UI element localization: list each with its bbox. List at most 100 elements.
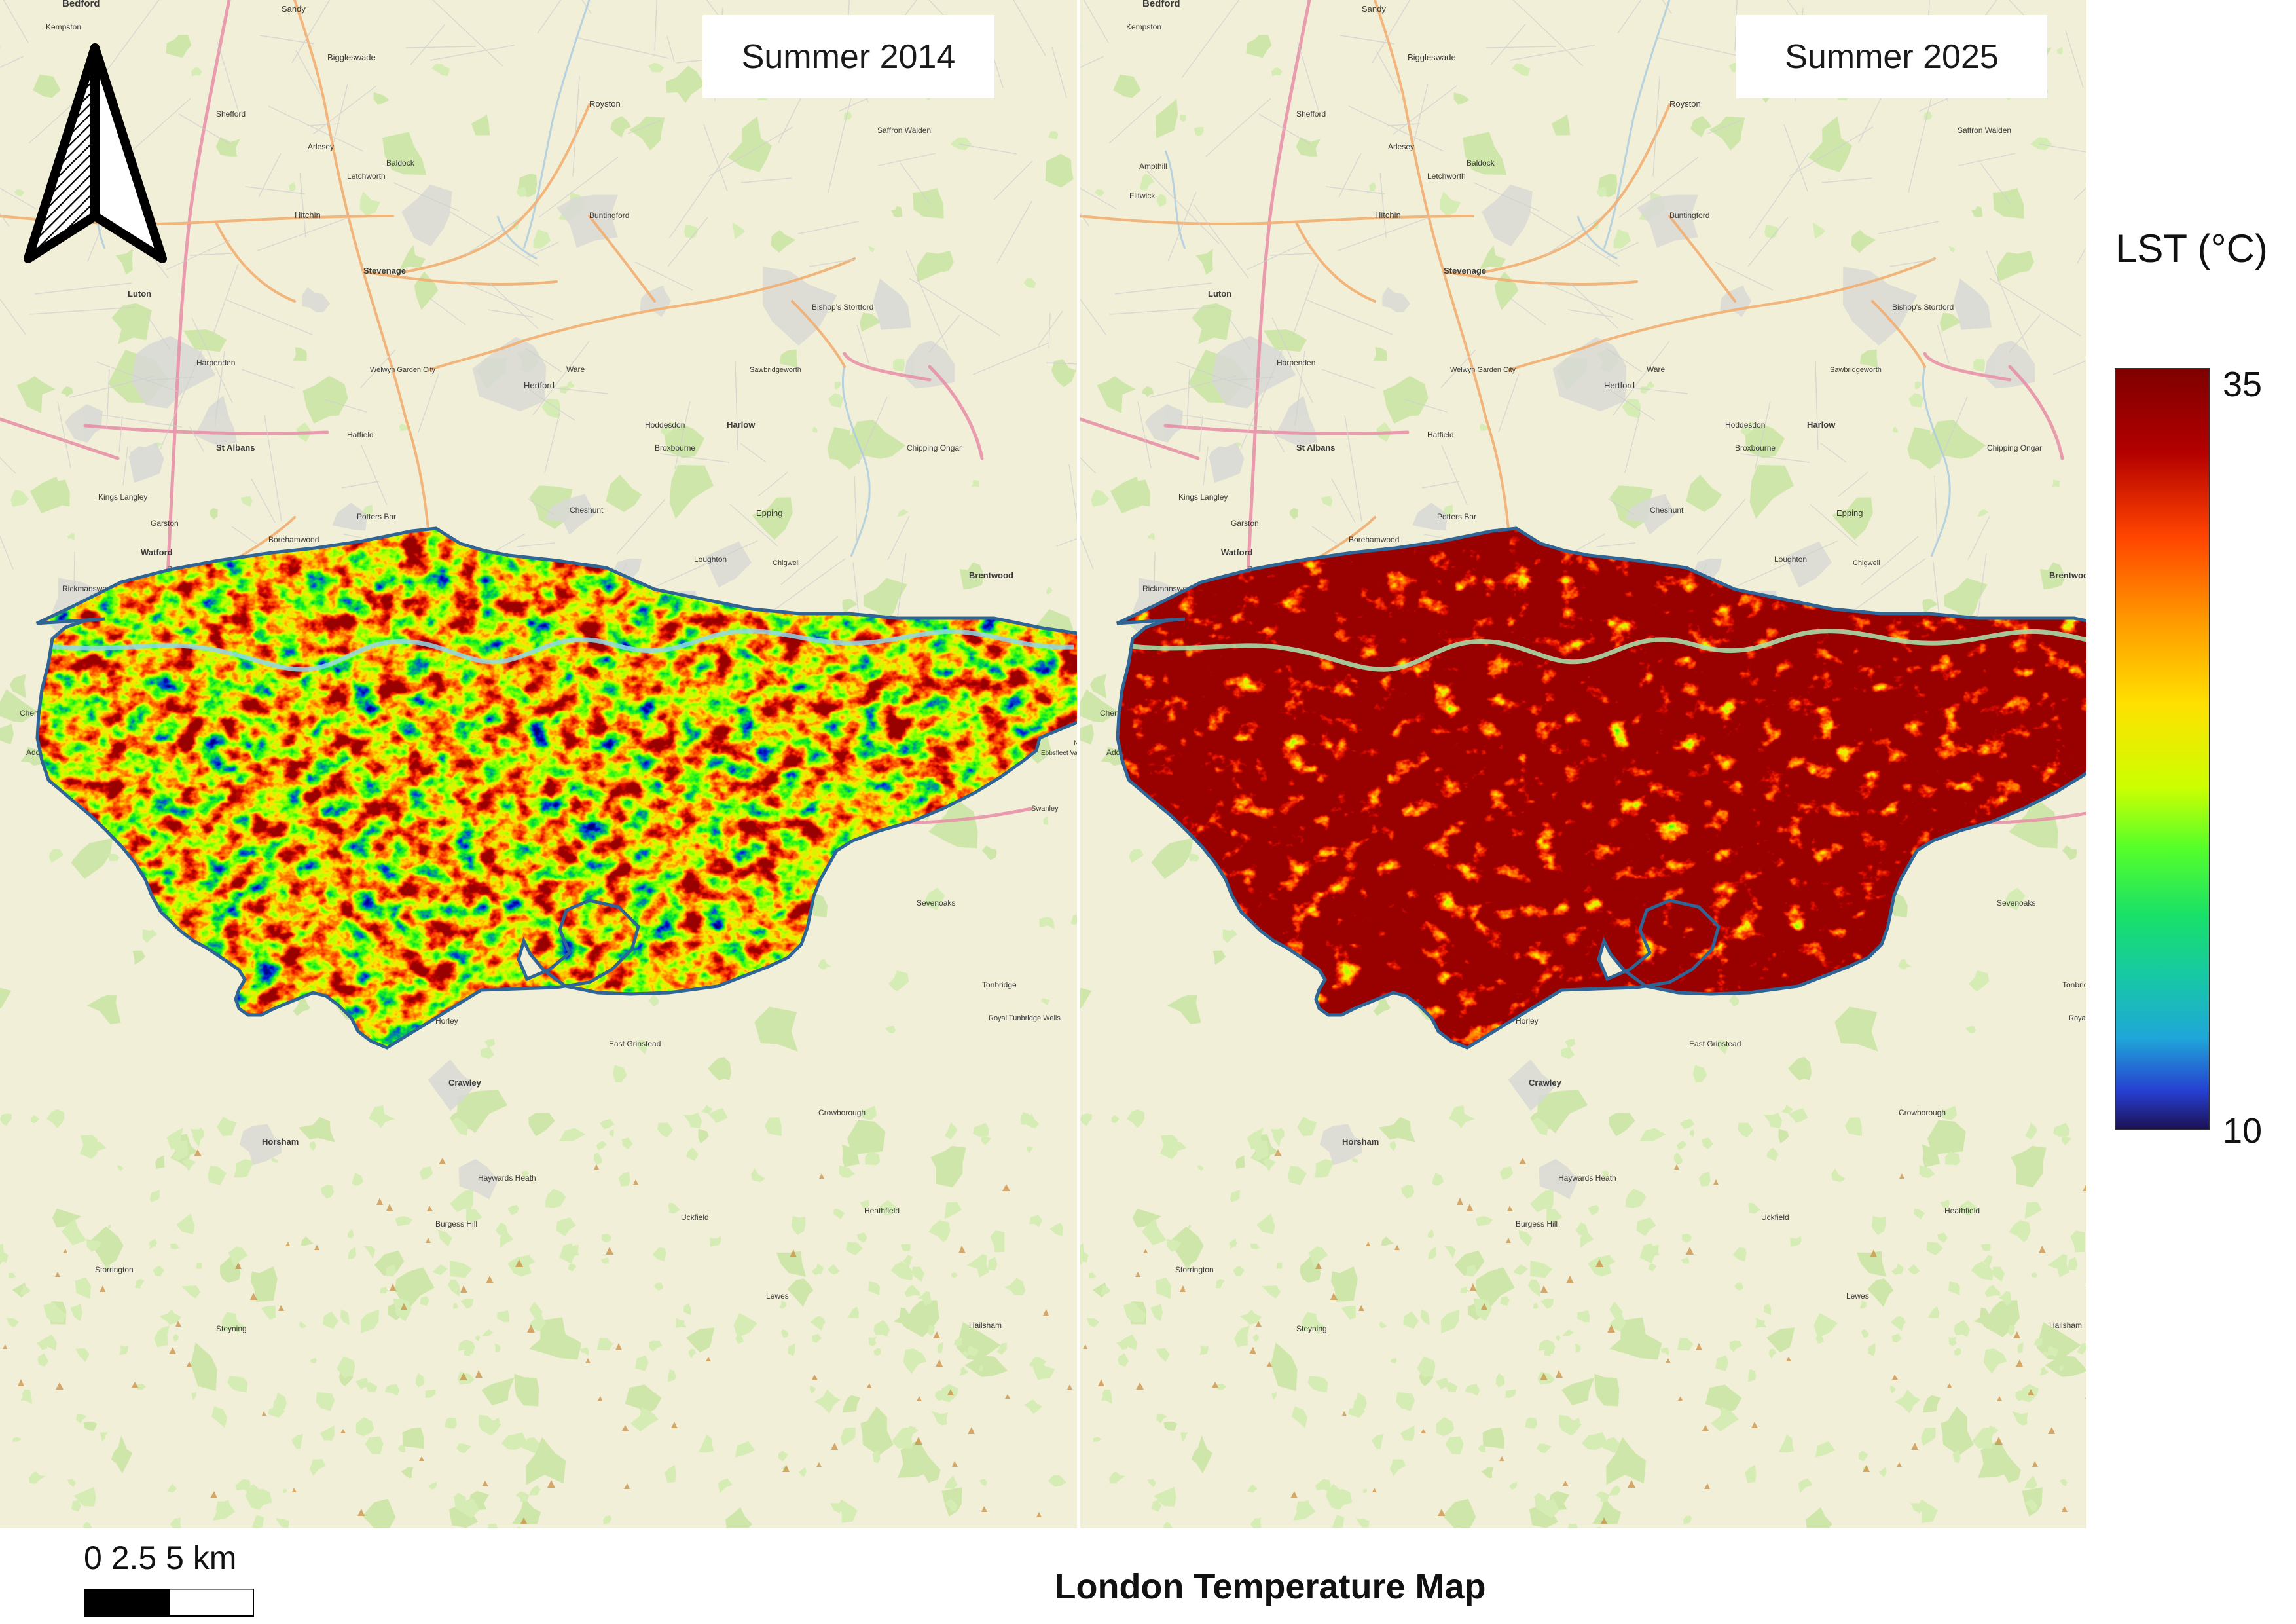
svg-text:Haywards Heath: Haywards Heath xyxy=(1558,1173,1616,1183)
svg-text:Borehamwood: Borehamwood xyxy=(268,535,319,544)
svg-text:Royston: Royston xyxy=(1669,99,1701,109)
svg-text:Cheshunt: Cheshunt xyxy=(1650,506,1684,515)
svg-text:Haywards Heath: Haywards Heath xyxy=(478,1173,536,1183)
svg-text:Crawley: Crawley xyxy=(448,1078,482,1088)
svg-text:Chipping Ongar: Chipping Ongar xyxy=(907,443,962,452)
svg-text:Watford: Watford xyxy=(1221,547,1253,557)
svg-text:Luton: Luton xyxy=(128,289,151,299)
svg-text:Buntingford: Buntingford xyxy=(1669,211,1709,220)
svg-text:Welwyn Garden City: Welwyn Garden City xyxy=(370,366,436,374)
svg-text:10: 10 xyxy=(2223,1111,2262,1151)
svg-text:Kings Langley: Kings Langley xyxy=(1178,492,1228,502)
svg-text:Hatfield: Hatfield xyxy=(347,430,374,439)
svg-text:Hertford: Hertford xyxy=(524,380,555,390)
svg-text:Broxbourne: Broxbourne xyxy=(1735,443,1776,452)
svg-text:Cheshunt: Cheshunt xyxy=(570,506,604,515)
svg-text:Bedford: Bedford xyxy=(62,0,100,9)
svg-text:Hitchin: Hitchin xyxy=(1375,210,1401,220)
svg-text:Chipping Ongar: Chipping Ongar xyxy=(1987,443,2042,452)
svg-text:Hoddesdon: Hoddesdon xyxy=(645,420,685,430)
svg-text:Saffron Walden: Saffron Walden xyxy=(1958,126,2011,135)
svg-text:Hoddesdon: Hoddesdon xyxy=(1725,420,1765,430)
svg-text:Loughton: Loughton xyxy=(694,555,727,564)
svg-text:Royal Tunbridge Wells: Royal Tunbridge Wells xyxy=(989,1014,1061,1022)
svg-text:Heathfield: Heathfield xyxy=(1944,1206,1980,1215)
svg-text:Crowborough: Crowborough xyxy=(818,1108,866,1117)
svg-text:Shefford: Shefford xyxy=(1296,109,1326,119)
svg-text:Hailsham: Hailsham xyxy=(969,1321,1002,1330)
svg-text:Buntingford: Buntingford xyxy=(589,211,629,220)
svg-text:Royal Tunbridge Wells: Royal Tunbridge Wells xyxy=(2069,1014,2086,1022)
svg-text:Crawley: Crawley xyxy=(1529,1078,1562,1088)
svg-text:Kempston: Kempston xyxy=(1126,22,1161,31)
svg-text:Sandy: Sandy xyxy=(1362,4,1386,14)
svg-text:Arlesey: Arlesey xyxy=(1388,142,1414,151)
svg-text:Harlow: Harlow xyxy=(1807,420,1836,430)
svg-text:Baldock: Baldock xyxy=(1467,158,1495,168)
svg-text:Saffron Walden: Saffron Walden xyxy=(877,126,931,135)
svg-text:Ampthill: Ampthill xyxy=(1139,162,1167,171)
svg-text:Broxbourne: Broxbourne xyxy=(655,443,695,452)
svg-text:Steyning: Steyning xyxy=(1296,1324,1327,1333)
svg-text:Bedford: Bedford xyxy=(1142,0,1180,9)
svg-text:Biggleswade: Biggleswade xyxy=(1408,52,1456,62)
svg-text:Uckfield: Uckfield xyxy=(1761,1213,1789,1222)
svg-text:Stevenage: Stevenage xyxy=(363,266,406,276)
svg-text:Potters Bar: Potters Bar xyxy=(1437,512,1476,521)
svg-text:Burgess Hill: Burgess Hill xyxy=(1516,1219,1558,1228)
svg-text:Letchworth: Letchworth xyxy=(347,172,386,181)
svg-text:Hatfield: Hatfield xyxy=(1427,430,1454,439)
svg-text:35: 35 xyxy=(2223,365,2262,404)
svg-text:Epping: Epping xyxy=(1836,508,1863,518)
svg-text:Sevenoaks: Sevenoaks xyxy=(917,898,955,908)
svg-text:Ebbsfleet Valley: Ebbsfleet Valley xyxy=(1041,750,1077,757)
svg-text:Garston: Garston xyxy=(151,519,179,528)
svg-text:St Albans: St Albans xyxy=(1296,443,1335,452)
svg-text:Harpenden: Harpenden xyxy=(1277,358,1315,367)
svg-text:Kempston: Kempston xyxy=(46,22,81,31)
svg-text:Kings Langley: Kings Langley xyxy=(98,492,147,502)
svg-text:Crowborough: Crowborough xyxy=(1899,1108,1946,1117)
svg-text:Welwyn Garden City: Welwyn Garden City xyxy=(1450,366,1516,374)
svg-text:Stevenage: Stevenage xyxy=(1444,266,1486,276)
svg-text:Shefford: Shefford xyxy=(216,109,246,119)
svg-text:Burgess Hill: Burgess Hill xyxy=(435,1219,477,1228)
svg-text:Sawbridgeworth: Sawbridgeworth xyxy=(1830,366,1882,374)
svg-text:Watford: Watford xyxy=(141,547,173,557)
svg-text:Letchworth: Letchworth xyxy=(1427,172,1466,181)
svg-text:Sandy: Sandy xyxy=(282,4,306,14)
svg-text:Brentwood: Brentwood xyxy=(2049,570,2086,580)
svg-text:Baldock: Baldock xyxy=(386,158,415,168)
svg-text:Epping: Epping xyxy=(756,508,782,518)
svg-text:Horsham: Horsham xyxy=(1342,1137,1379,1147)
svg-text:Ware: Ware xyxy=(1647,365,1666,374)
svg-text:Hitchin: Hitchin xyxy=(295,210,321,220)
svg-text:Uckfield: Uckfield xyxy=(681,1213,709,1222)
svg-text:Swanley: Swanley xyxy=(1031,805,1059,813)
svg-text:Loughton: Loughton xyxy=(1774,555,1807,564)
svg-text:Storrington: Storrington xyxy=(1175,1265,1214,1274)
svg-text:Storrington: Storrington xyxy=(95,1265,134,1274)
svg-text:Chigwell: Chigwell xyxy=(1853,559,1880,567)
svg-text:East Grinstead: East Grinstead xyxy=(609,1039,661,1048)
svg-text:Heathfield: Heathfield xyxy=(864,1206,900,1215)
svg-text:Hailsham: Hailsham xyxy=(2049,1321,2082,1330)
svg-text:Garston: Garston xyxy=(1231,519,1259,528)
svg-text:Harlow: Harlow xyxy=(727,420,756,430)
svg-text:St Albans: St Albans xyxy=(216,443,255,452)
svg-text:Bishop's Stortford: Bishop's Stortford xyxy=(1892,303,1954,312)
svg-text:Biggleswade: Biggleswade xyxy=(327,52,376,62)
svg-text:Royston: Royston xyxy=(589,99,621,109)
svg-text:Brentwood: Brentwood xyxy=(969,570,1013,580)
svg-text:Bishop's Stortford: Bishop's Stortford xyxy=(812,303,873,312)
svg-text:Borehamwood: Borehamwood xyxy=(1349,535,1399,544)
svg-text:Tonbridge: Tonbridge xyxy=(982,980,1017,989)
svg-text:East Grinstead: East Grinstead xyxy=(1689,1039,1741,1048)
svg-text:Northfleet: Northfleet xyxy=(1074,739,1077,747)
svg-text:Luton: Luton xyxy=(1208,289,1231,299)
svg-text:Flitwick: Flitwick xyxy=(1129,191,1156,200)
svg-text:Sawbridgeworth: Sawbridgeworth xyxy=(750,366,801,374)
svg-text:Chigwell: Chigwell xyxy=(773,559,800,567)
svg-text:Sevenoaks: Sevenoaks xyxy=(1997,898,2035,908)
svg-text:Ware: Ware xyxy=(566,365,585,374)
